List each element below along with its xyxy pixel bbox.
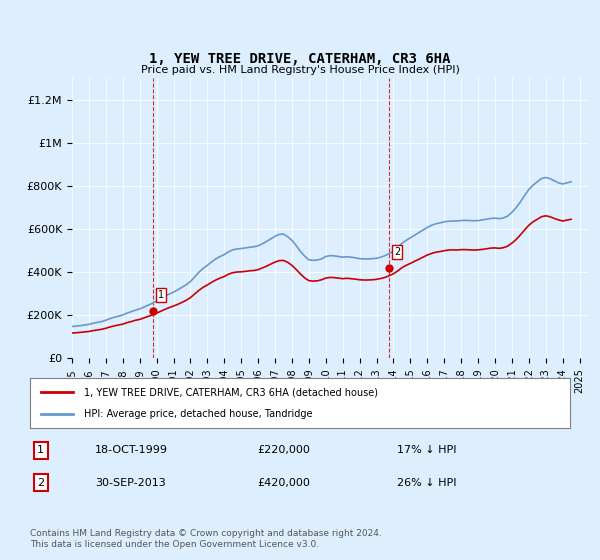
Text: 1: 1	[158, 290, 164, 300]
Text: £220,000: £220,000	[257, 445, 310, 455]
Text: 1: 1	[37, 445, 44, 455]
Text: HPI: Average price, detached house, Tandridge: HPI: Average price, detached house, Tand…	[84, 409, 313, 419]
Text: Price paid vs. HM Land Registry's House Price Index (HPI): Price paid vs. HM Land Registry's House …	[140, 65, 460, 75]
Text: 2: 2	[394, 247, 401, 257]
Text: £420,000: £420,000	[257, 478, 310, 488]
Text: 17% ↓ HPI: 17% ↓ HPI	[397, 445, 457, 455]
Text: 30-SEP-2013: 30-SEP-2013	[95, 478, 166, 488]
Text: 1, YEW TREE DRIVE, CATERHAM, CR3 6HA: 1, YEW TREE DRIVE, CATERHAM, CR3 6HA	[149, 52, 451, 66]
Text: 18-OCT-1999: 18-OCT-1999	[95, 445, 168, 455]
Text: 2: 2	[37, 478, 44, 488]
Text: 26% ↓ HPI: 26% ↓ HPI	[397, 478, 457, 488]
Text: 1, YEW TREE DRIVE, CATERHAM, CR3 6HA (detached house): 1, YEW TREE DRIVE, CATERHAM, CR3 6HA (de…	[84, 387, 378, 397]
Text: Contains HM Land Registry data © Crown copyright and database right 2024.
This d: Contains HM Land Registry data © Crown c…	[30, 529, 382, 549]
